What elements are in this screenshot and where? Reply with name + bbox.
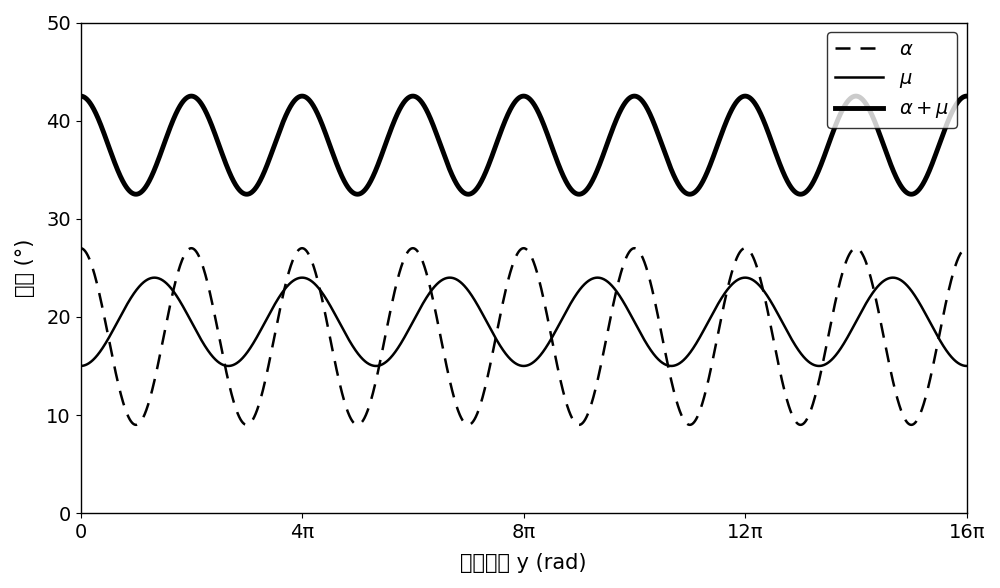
Line: α+μ: α+μ bbox=[81, 96, 967, 194]
α+μ bbox=[606, 126, 618, 133]
μ bbox=[651, 355, 663, 362]
μ bbox=[444, 274, 456, 281]
α bbox=[651, 308, 663, 315]
μ bbox=[606, 282, 618, 289]
α bbox=[606, 306, 618, 313]
μ bbox=[961, 362, 973, 369]
μ bbox=[236, 356, 248, 363]
α bbox=[961, 245, 973, 252]
μ bbox=[736, 275, 748, 282]
Legend: $\alpha$, $\mu$, $\alpha+\mu$: $\alpha$, $\mu$, $\alpha+\mu$ bbox=[827, 32, 957, 128]
α bbox=[75, 245, 87, 252]
Line: α: α bbox=[81, 248, 967, 425]
α bbox=[803, 410, 815, 417]
α+μ bbox=[413, 96, 425, 103]
μ bbox=[803, 359, 815, 366]
α+μ bbox=[803, 185, 815, 192]
α bbox=[236, 417, 248, 425]
α+μ bbox=[651, 128, 663, 135]
α+μ bbox=[236, 189, 248, 196]
μ bbox=[75, 362, 87, 369]
α+μ bbox=[462, 191, 474, 198]
Line: μ: μ bbox=[81, 278, 967, 366]
α+μ bbox=[75, 92, 87, 99]
α bbox=[736, 246, 748, 253]
α bbox=[462, 422, 474, 429]
X-axis label: 波动相角 y (rad): 波动相角 y (rad) bbox=[460, 553, 587, 573]
α+μ bbox=[736, 93, 748, 101]
μ bbox=[413, 306, 425, 313]
Y-axis label: 相角 (°): 相角 (°) bbox=[15, 239, 35, 297]
α+μ bbox=[961, 92, 973, 99]
α bbox=[413, 250, 425, 258]
